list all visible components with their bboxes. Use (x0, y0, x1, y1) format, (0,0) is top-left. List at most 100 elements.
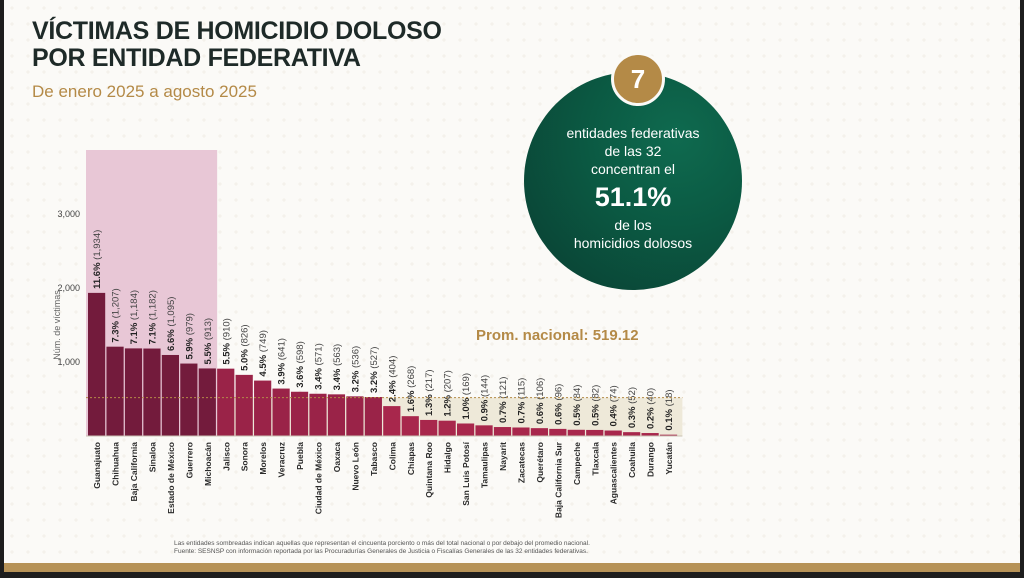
category-label: Zacatecas (516, 442, 526, 483)
data-label-percent: 5.5% (203, 340, 214, 364)
data-label: 11.6% (1,934) (92, 230, 103, 289)
data-label: 1.2% (207) (443, 370, 454, 416)
data-label: 1.6% (268) (406, 366, 417, 412)
data-label-percent: 7.1% (147, 320, 158, 344)
bar (290, 391, 309, 436)
data-label-count: (563) (332, 344, 343, 366)
callout-line-5: homicidios dolosos (573, 235, 693, 251)
y-axis-label: Núm. de víctimas (52, 290, 62, 360)
bar (124, 348, 143, 436)
data-label-percent: 0.7% (498, 399, 509, 423)
data-label-count: (106) (535, 378, 546, 400)
bar (383, 406, 401, 436)
y-tick-label: 1,000 (57, 357, 80, 367)
data-label-count: (598) (295, 341, 306, 363)
category-label: Estado de México (166, 442, 176, 514)
category-label: Guanajuato (92, 442, 102, 489)
data-label: 0.3% (52) (627, 387, 638, 428)
slide: VÍCTIMAS DE HOMICIDIO DOLOSO POR ENTIDAD… (4, 0, 1020, 572)
data-label-percent: 3.4% (332, 366, 343, 390)
category-label: Quintana Roo (424, 442, 434, 498)
page-title: VÍCTIMAS DE HOMICIDIO DOLOSO POR ENTIDAD… (32, 18, 442, 72)
bottom-accent-bar (4, 563, 1020, 572)
category-label: Michoacán (203, 442, 213, 486)
data-label-count: (96) (553, 384, 564, 401)
bar (161, 354, 179, 436)
callout-line-2: de las 32 (604, 143, 662, 159)
category-label: Ciudad de México (314, 442, 324, 514)
bar (659, 434, 678, 436)
bar (604, 430, 622, 436)
data-label-percent: 0.6% (553, 401, 564, 425)
data-label: 0.5% (84) (572, 385, 583, 426)
data-label-count: (207) (443, 370, 454, 392)
data-label: 7.1% (1,182) (147, 290, 158, 344)
data-label-count: (1,934) (92, 230, 103, 260)
average-label: Prom. nacional: 519.12 (476, 327, 639, 344)
data-label-count: (82) (590, 385, 601, 402)
bar (586, 429, 604, 436)
data-label-count: (121) (498, 377, 509, 399)
data-label-percent: 0.9% (480, 397, 491, 421)
data-label-count: (84) (572, 385, 583, 402)
data-label-percent: 3.6% (295, 363, 306, 387)
bar (272, 388, 290, 436)
data-label-count: (52) (627, 387, 638, 404)
data-label: 3.2% (527) (369, 347, 380, 393)
callout-line-4: de los (614, 217, 652, 233)
data-label-count: (826) (240, 324, 251, 346)
data-label-count: (979) (184, 313, 195, 335)
data-label: 0.9% (144) (480, 375, 491, 421)
data-label-count: (749) (258, 330, 269, 352)
data-label-count: (217) (424, 369, 435, 391)
category-label: Campeche (572, 442, 582, 485)
bar (143, 348, 161, 436)
data-label-percent: 0.4% (609, 402, 620, 426)
category-label: Yucatán (664, 442, 674, 475)
callout-percent: 51.1% (594, 182, 672, 212)
data-label-percent: 0.2% (646, 405, 657, 429)
category-label: Aguascalientes (609, 442, 619, 505)
bar (364, 397, 382, 436)
data-label-percent: 3.4% (314, 365, 325, 389)
category-label: Chiapas (406, 442, 416, 475)
data-label-percent: 1.0% (461, 395, 472, 419)
category-label: Tabasco (369, 442, 379, 476)
data-label: 4.5% (749) (258, 330, 269, 376)
bar (549, 428, 567, 436)
category-label: Nuevo León (350, 442, 360, 491)
category-label: Tamaulipas (480, 442, 490, 488)
bar (309, 393, 327, 436)
bar (88, 292, 106, 436)
category-label: Veracruz (277, 442, 287, 477)
data-label-count: (527) (369, 347, 380, 369)
data-label: 5.0% (826) (240, 324, 251, 370)
data-label-count: (910) (221, 318, 232, 340)
bar (106, 346, 124, 436)
data-label-count: (1,207) (111, 288, 122, 318)
data-label: 0.2% (40) (646, 388, 657, 429)
bar (235, 374, 253, 436)
data-label-percent: 5.9% (184, 335, 195, 359)
bar (623, 432, 641, 436)
data-label-percent: 11.6% (92, 260, 103, 289)
category-label: Hidalgo (443, 442, 453, 473)
data-label-count: (144) (480, 375, 491, 397)
data-label-percent: 4.5% (258, 352, 269, 376)
category-label: Durango (646, 442, 656, 477)
data-label: 5.5% (913) (203, 318, 214, 364)
category-label: Sonora (240, 442, 250, 472)
data-label: 7.1% (1,184) (129, 290, 140, 344)
data-label: 0.6% (96) (553, 384, 564, 425)
data-label: 7.3% (1,207) (111, 288, 122, 342)
data-label-count: (913) (203, 318, 214, 340)
footnote-line-1: Las entidades sombreadas indican aquella… (174, 540, 590, 547)
data-label: 0.5% (82) (590, 385, 601, 426)
callout-line-1: entidades federativas (566, 125, 700, 141)
data-label-percent: 3.9% (277, 360, 288, 384)
bar (217, 368, 235, 436)
category-label: Jalisco (221, 442, 231, 471)
data-label-percent: 0.5% (572, 401, 583, 425)
data-label-count: (74) (609, 385, 620, 402)
data-label-percent: 0.3% (627, 404, 638, 428)
